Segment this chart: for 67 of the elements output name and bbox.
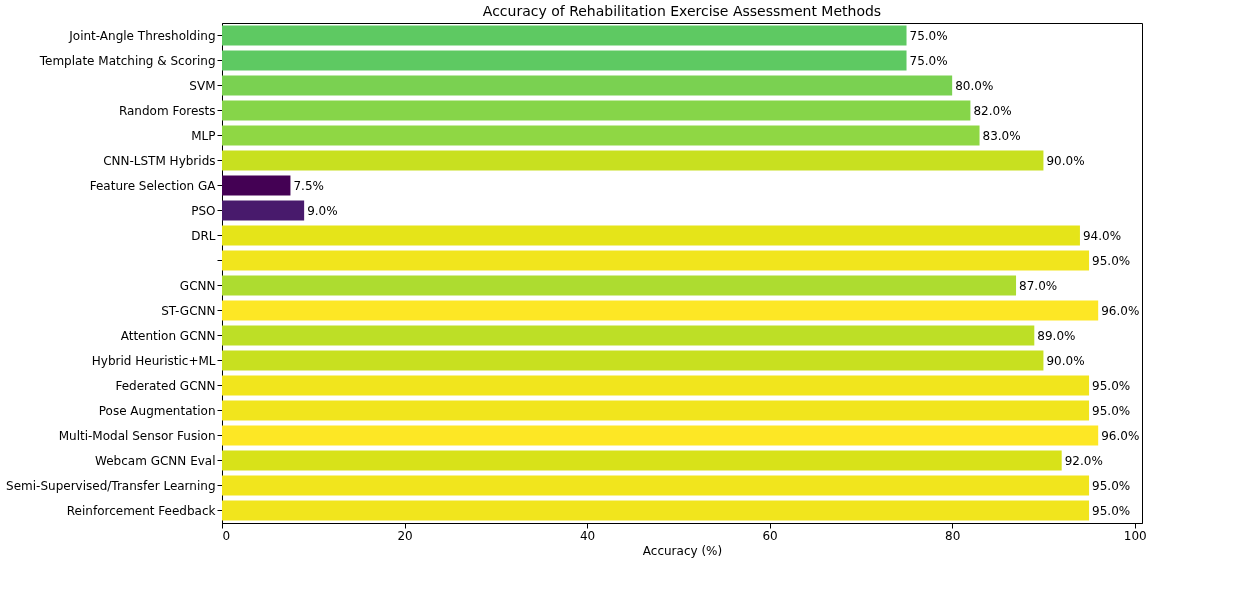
data-label: 80.0%: [955, 78, 994, 93]
data-label: 9.0%: [307, 203, 338, 218]
bar: [222, 25, 907, 46]
y-tick-label: Federated GCNN: [115, 378, 216, 393]
y-tick-label: Template Matching & Scoring: [38, 53, 216, 68]
data-label: 96.0%: [1101, 303, 1140, 318]
x-tick-label: 100: [1123, 528, 1147, 543]
y-tick-label: Random Forests: [118, 103, 216, 118]
bar: [222, 425, 1099, 446]
data-label: 95.0%: [1092, 403, 1131, 418]
y-tick-label: MLP: [191, 128, 216, 143]
x-axis-title: Accuracy (%): [642, 543, 723, 558]
bar: [222, 75, 953, 96]
data-label: 90.0%: [1046, 353, 1085, 368]
y-tick-label: Webcam GCNN Eval: [95, 453, 216, 468]
bar: [222, 450, 1062, 471]
bar: [222, 150, 1044, 171]
y-tick-label: PSO: [191, 203, 216, 218]
y-tick-label: Semi-Supervised/Transfer Learning: [6, 478, 216, 493]
y-tick-label: Hybrid Heuristic+ML: [91, 353, 216, 368]
y-tick-label: Multi-Modal Sensor Fusion: [58, 428, 216, 443]
x-tick-label: 60: [762, 528, 778, 543]
y-tick-label: Joint-Angle Thresholding: [68, 28, 216, 43]
data-label: 96.0%: [1101, 428, 1140, 443]
bar: [222, 500, 1090, 521]
x-tick-label: 80: [945, 528, 961, 543]
y-tick-label: DRL: [191, 228, 216, 243]
y-tick-label: ST-GCNN: [161, 303, 216, 318]
data-label: 95.0%: [1092, 478, 1131, 493]
bar: [222, 225, 1080, 246]
bar: [222, 375, 1090, 396]
bar: [222, 175, 291, 196]
y-tick-label: Feature Selection GA: [89, 178, 217, 193]
y-tick-label: Pose Augmentation: [98, 403, 216, 418]
bar: [222, 250, 1090, 271]
y-tick-label: SVM: [189, 78, 216, 93]
bar: [222, 275, 1017, 296]
data-label: 7.5%: [293, 178, 324, 193]
data-label: 82.0%: [973, 103, 1012, 118]
bar: [222, 400, 1090, 421]
data-label: 83.0%: [982, 128, 1021, 143]
x-tick-label: 20: [397, 528, 413, 543]
data-label: 75.0%: [909, 28, 948, 43]
bar: [222, 100, 971, 121]
y-tick-label: CNN-LSTM Hybrids: [103, 153, 216, 168]
bar: [222, 350, 1044, 371]
data-label: 89.0%: [1037, 328, 1076, 343]
y-tick-label: Reinforcement Feedback: [66, 503, 216, 518]
data-label: 87.0%: [1019, 278, 1058, 293]
bar: [222, 200, 305, 221]
bar: [222, 475, 1090, 496]
bar: [222, 50, 907, 71]
data-label: 95.0%: [1092, 503, 1131, 518]
bar: [222, 125, 980, 146]
y-tick-label: Attention GCNN: [120, 328, 216, 343]
x-tick-label: 40: [579, 528, 596, 543]
data-label: 95.0%: [1092, 378, 1131, 393]
data-label: 92.0%: [1064, 453, 1103, 468]
bar: [222, 325, 1035, 346]
data-label: 94.0%: [1082, 228, 1122, 243]
bar: [222, 300, 1099, 321]
data-label: 90.0%: [1046, 153, 1085, 168]
data-label: 75.0%: [909, 53, 948, 68]
y-tick-label: GCNN: [179, 278, 216, 293]
x-tick-label: 0: [222, 528, 231, 543]
data-label: 95.0%: [1092, 253, 1131, 268]
chart-title: Accuracy of Rehabilitation Exercise Assessment Methods: [482, 3, 882, 19]
